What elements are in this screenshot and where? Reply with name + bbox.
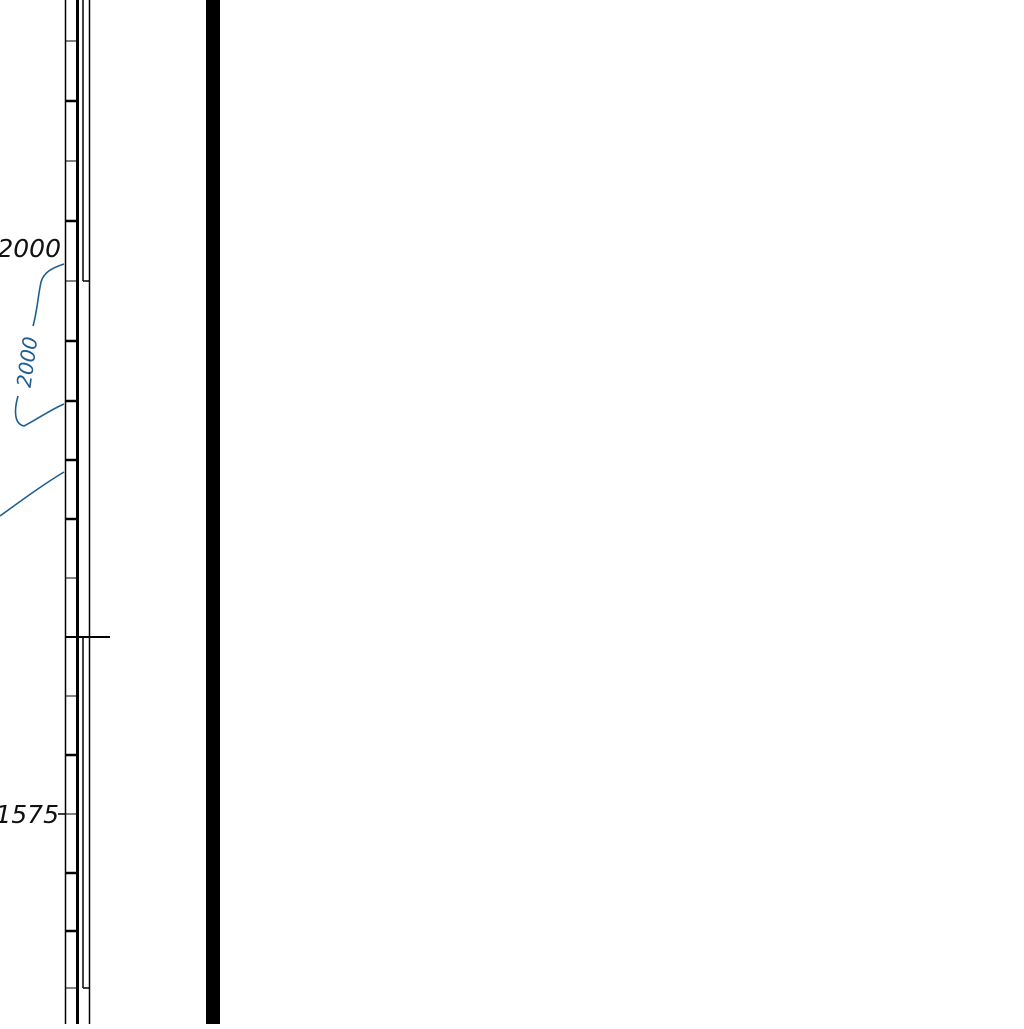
edge-label-lower: 1575 (0, 800, 59, 829)
edge-label-upper: 2000 (0, 234, 61, 263)
neatline-ticks (65, 40, 110, 989)
contour-line (0, 471, 65, 517)
map-sheet-border-bar (206, 0, 220, 1024)
neatline (64, 0, 91, 1024)
contour-index: 2000 (12, 263, 65, 427)
contour-line-segment-lower (14, 395, 65, 427)
contour-label: 2000 (12, 335, 43, 389)
contour-line-segment-upper (32, 263, 65, 327)
